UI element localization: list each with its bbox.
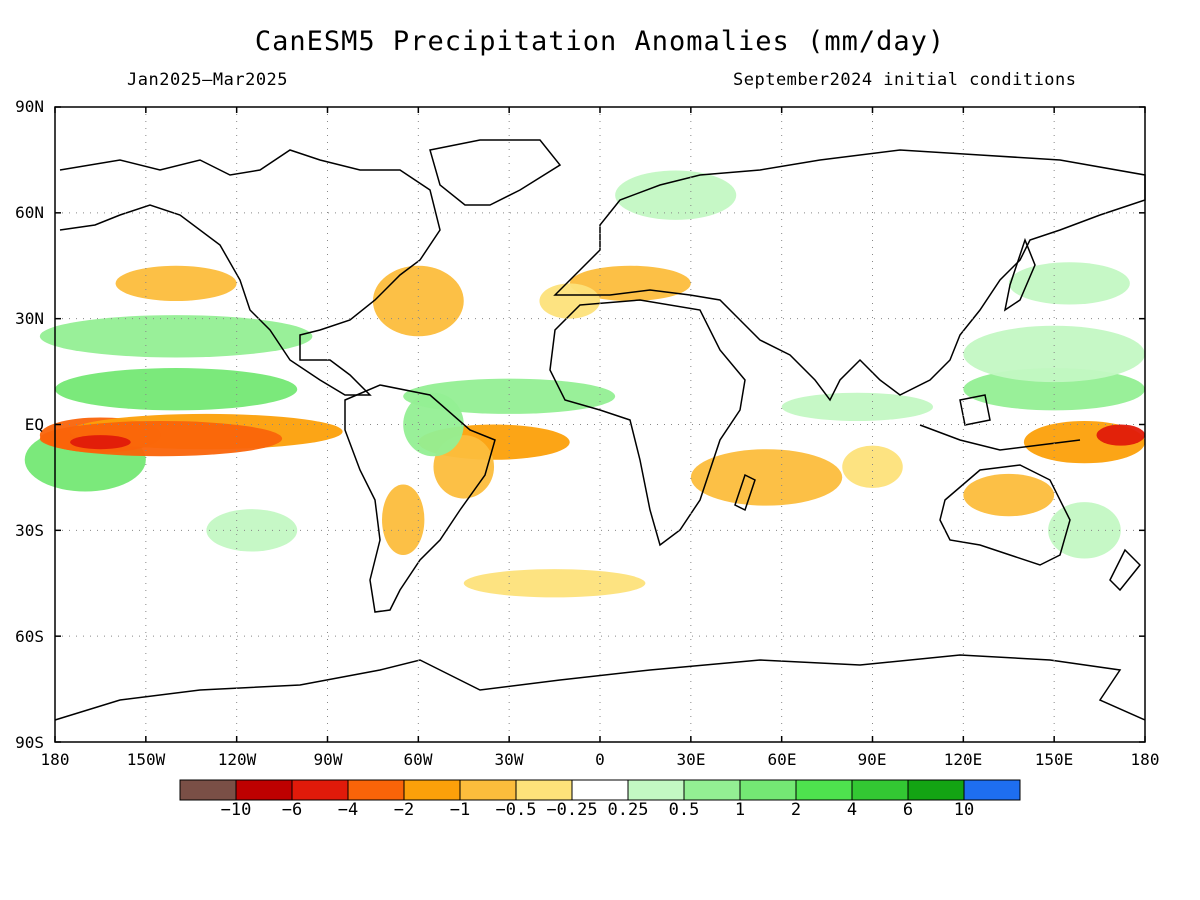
colorbar-label: −1 [449,800,471,820]
lon-label-30w: 30W [494,750,524,769]
colorbar-label: −4 [337,800,359,820]
coastline-borneo [959,394,991,426]
colorbar-swatch [235,779,293,801]
colorbar-label: −2 [393,800,415,820]
wet-anomaly-region [1008,262,1130,305]
lon-label-60w: 60W [403,750,433,769]
lon-label-60e: 60E [767,750,797,769]
coastlines [54,139,1146,721]
initial-conditions: September2024 initial conditions [733,70,1077,90]
colorbar-swatch [739,779,797,801]
dry-anomaly-region [1096,424,1146,446]
lon-label-180e: 180 [1130,750,1160,769]
wet-anomaly-region [55,368,298,411]
lon-label-0: 0 [595,750,605,769]
coastline-greenland [429,139,562,206]
gridlines [55,107,1145,742]
colorbar-label: 0.5 [668,800,700,820]
colorbar-label: −0.25 [546,800,598,820]
dry-anomaly-region [372,265,464,337]
dry-anomaly-region [70,435,131,450]
coastline-eurasia [553,149,1146,402]
dry-anomaly-region [539,283,600,319]
colorbar-swatch [795,779,853,801]
lon-label-180w: 180 [40,750,70,769]
colorbar-label: 1 [734,800,746,820]
coastline-south-america [344,384,496,613]
colorbar-swatch [347,779,405,801]
wet-anomaly-region [615,170,737,220]
coastline-africa [549,299,746,547]
colorbar-label: 0.25 [607,800,649,820]
anomaly-shading [24,170,1146,598]
colorbar-swatch [963,779,1021,801]
lon-label-120w: 120W [217,750,257,769]
colorbar-swatch [627,779,685,801]
wet-anomaly-region [39,315,313,358]
lat-label-90n: 90N [15,97,44,116]
coastline-australia [939,464,1071,566]
colorbar-swatch [179,779,237,801]
forecast-period: Jan2025—Mar2025 [127,70,289,90]
coastline-north-america [59,149,441,396]
colorbar-label: 4 [846,800,858,820]
dry-anomaly-region [569,265,691,302]
wet-anomaly-region [963,368,1145,411]
lat-label-30s: 30S [15,521,44,540]
colorbar-label: 10 [953,800,975,820]
lat-label-eq: EQ [24,415,44,434]
chart-title: CanESM5 Precipitation Anomalies (mm/day) [254,26,946,57]
colorbar-label: −6 [281,800,303,820]
colorbar-label: −0.5 [495,800,537,820]
dry-anomaly-region [842,445,903,489]
colorbar-swatch [459,779,517,801]
colorbar-swatch [851,779,909,801]
dry-anomaly-region [115,265,237,302]
lat-label-60s: 60S [15,627,44,646]
colorbar [179,779,1021,801]
colorbar-swatch [403,779,461,801]
colorbar-label: 2 [790,800,802,820]
lon-label-150w: 150W [126,750,166,769]
coastline-antarctica [54,654,1146,721]
lon-label-30e: 30E [676,750,706,769]
lon-label-90w: 90W [313,750,343,769]
colorbar-swatch [515,779,573,801]
dry-anomaly-region [690,449,843,506]
coastline-new-zealand [1109,548,1142,592]
lon-label-120e: 120E [943,750,983,769]
colorbar-swatch [907,779,965,801]
lat-label-30n: 30N [15,309,44,328]
colorbar-swatch [683,779,741,801]
colorbar-label: −10 [220,800,252,820]
wet-anomaly-region [403,378,616,414]
dry-anomaly-region [963,473,1055,517]
coastline-japan [1003,237,1036,312]
lon-label-150e: 150E [1034,750,1074,769]
lat-label-60n: 60N [15,203,44,222]
lat-label-90s: 90S [15,733,44,752]
coastline-madagascar [734,473,756,512]
coastline-indonesia [919,424,1081,451]
dry-anomaly-region [463,569,646,598]
wet-anomaly-region [781,392,934,421]
dry-anomaly-region [382,484,425,556]
axis-ticks [54,106,1146,743]
wet-anomaly-region [963,325,1145,383]
lon-label-90e: 90E [857,750,887,769]
colorbar-swatch [571,779,629,801]
colorbar-label: 6 [902,800,914,820]
colorbar-swatch [291,779,349,801]
